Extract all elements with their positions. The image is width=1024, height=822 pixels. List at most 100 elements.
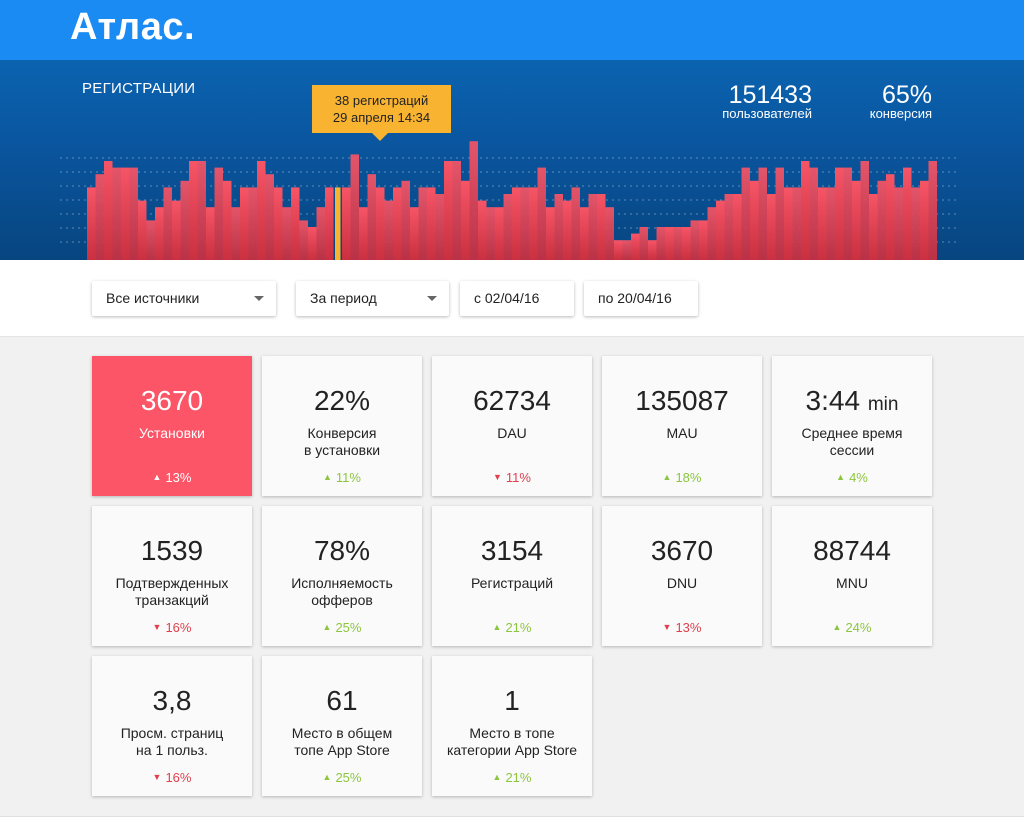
chart-bar[interactable]	[724, 194, 734, 260]
chart-bar[interactable]	[469, 141, 479, 260]
chart-bar[interactable]	[614, 240, 623, 260]
chart-bar[interactable]	[792, 187, 802, 260]
chart-bar[interactable]	[478, 200, 487, 260]
chart-bar[interactable]	[733, 194, 742, 260]
chart-bar[interactable]	[758, 167, 768, 260]
chart-bar[interactable]	[291, 187, 300, 260]
chart-bar[interactable]	[639, 227, 649, 260]
chart-bar[interactable]	[690, 220, 700, 260]
chart-bar[interactable]	[180, 180, 190, 260]
metric-card[interactable]: 62734 DAU ▼ 11%	[432, 356, 592, 496]
chart-bar[interactable]	[410, 207, 419, 260]
chart-bar[interactable]	[325, 187, 334, 260]
chart-bar[interactable]	[707, 207, 717, 260]
chart-bar[interactable]	[920, 180, 929, 260]
chart-bar[interactable]	[393, 187, 402, 260]
chart-bar[interactable]	[461, 180, 470, 260]
chart-bar[interactable]	[452, 161, 462, 260]
period-dropdown[interactable]: За период	[296, 281, 449, 316]
chart-bar[interactable]	[282, 207, 292, 260]
chart-bar[interactable]	[622, 240, 632, 260]
chart-bar[interactable]	[682, 227, 691, 260]
chart-bar[interactable]	[597, 194, 606, 260]
chart-bar[interactable]	[546, 207, 555, 260]
metric-card[interactable]: 3670 DNU ▼ 13%	[602, 506, 762, 646]
chart-bar[interactable]	[112, 167, 122, 260]
chart-bar[interactable]	[656, 227, 666, 260]
chart-bar[interactable]	[911, 187, 921, 260]
chart-bar[interactable]	[197, 161, 207, 260]
chart-bar[interactable]	[342, 187, 351, 260]
chart-bar[interactable]	[129, 167, 139, 260]
metric-card[interactable]: 78% Исполняемость офферов ▲ 25%	[262, 506, 422, 646]
chart-bar[interactable]	[308, 227, 317, 260]
chart-bar[interactable]	[605, 207, 615, 260]
chart-bar[interactable]	[214, 167, 224, 260]
chart-bar[interactable]	[223, 180, 232, 260]
chart-bar[interactable]	[367, 174, 377, 260]
metric-card[interactable]: 3,8 Просм. страниц на 1 польз. ▼ 16%	[92, 656, 252, 796]
chart-bar[interactable]	[894, 187, 904, 260]
chart-bar[interactable]	[512, 187, 521, 260]
chart-bar[interactable]	[265, 174, 275, 260]
chart-bar[interactable]	[231, 207, 241, 260]
chart-bar[interactable]	[299, 220, 309, 260]
chart-bar[interactable]	[835, 167, 844, 260]
chart-bar[interactable]	[520, 187, 530, 260]
chart-bar[interactable]	[750, 180, 759, 260]
chart-bar[interactable]	[580, 207, 589, 260]
metric-card[interactable]: 1 Место в топе категории App Store ▲ 21%	[432, 656, 592, 796]
chart-bar[interactable]	[673, 227, 683, 260]
source-dropdown[interactable]: Все источники	[92, 281, 276, 316]
chart-bar[interactable]	[571, 187, 581, 260]
chart-bar[interactable]	[274, 187, 283, 260]
chart-bar[interactable]	[767, 194, 776, 260]
metric-card[interactable]: 22% Конверсия в установки ▲ 11%	[262, 356, 422, 496]
chart-bar[interactable]	[716, 200, 725, 260]
chart-bar[interactable]	[775, 167, 785, 260]
metric-card[interactable]: 1539 Подтвержденных транзакций ▼ 16%	[92, 506, 252, 646]
chart-bar[interactable]	[486, 207, 496, 260]
chart-bar[interactable]	[248, 187, 258, 260]
chart-bar[interactable]	[240, 187, 249, 260]
chart-bar[interactable]	[121, 167, 130, 260]
chart-bar[interactable]	[384, 200, 394, 260]
chart-bar[interactable]	[146, 220, 156, 260]
chart-bar[interactable]	[537, 167, 547, 260]
chart-bar[interactable]	[104, 161, 113, 260]
date-from-button[interactable]: с 02/04/16	[460, 281, 574, 316]
chart-bar[interactable]	[826, 187, 836, 260]
metric-card[interactable]: 3:44 min Среднее время сессии ▲ 4%	[772, 356, 932, 496]
chart-bar[interactable]	[784, 187, 793, 260]
chart-bar[interactable]	[172, 200, 181, 260]
chart-bar[interactable]	[316, 207, 326, 260]
metric-card[interactable]: 135087 MAU ▲ 18%	[602, 356, 762, 496]
chart-bar[interactable]	[852, 180, 861, 260]
chart-bar-highlight[interactable]	[335, 187, 341, 260]
app-logo[interactable]: Атлас.	[70, 6, 196, 48]
chart-bar[interactable]	[631, 233, 640, 260]
chart-bar[interactable]	[206, 207, 215, 260]
chart-bar[interactable]	[869, 194, 878, 260]
chart-bar[interactable]	[801, 161, 810, 260]
chart-bar[interactable]	[87, 187, 96, 260]
chart-bar[interactable]	[648, 240, 657, 260]
chart-bar[interactable]	[886, 174, 895, 260]
chart-bar[interactable]	[741, 167, 751, 260]
chart-bar[interactable]	[427, 187, 436, 260]
chart-bar[interactable]	[95, 174, 105, 260]
metric-card[interactable]: 61 Место в общем топе App Store ▲ 25%	[262, 656, 422, 796]
chart-bar[interactable]	[155, 207, 164, 260]
chart-bar[interactable]	[665, 227, 674, 260]
chart-bar[interactable]	[928, 161, 938, 260]
chart-bar[interactable]	[809, 167, 819, 260]
chart-bar[interactable]	[563, 200, 572, 260]
chart-bar[interactable]	[529, 187, 538, 260]
chart-bar[interactable]	[163, 187, 173, 260]
date-to-button[interactable]: по 20/04/16	[584, 281, 698, 316]
chart-bar[interactable]	[350, 154, 360, 260]
chart-bar[interactable]	[495, 207, 504, 260]
chart-bar[interactable]	[444, 161, 453, 260]
chart-bar[interactable]	[903, 167, 912, 260]
metric-card[interactable]: 3154 Регистраций ▲ 21%	[432, 506, 592, 646]
